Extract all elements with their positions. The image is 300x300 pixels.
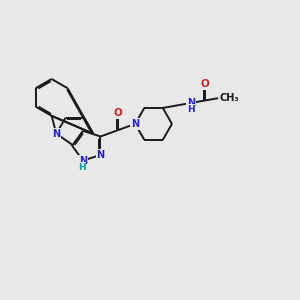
Text: N: N	[96, 150, 105, 160]
Text: N: N	[52, 129, 60, 139]
Text: N: N	[131, 119, 139, 129]
Text: N: N	[79, 156, 87, 166]
Text: O: O	[200, 79, 209, 89]
Text: N: N	[187, 98, 195, 108]
Text: H: H	[78, 163, 85, 172]
Text: CH₃: CH₃	[220, 93, 239, 103]
Text: H: H	[187, 105, 195, 114]
Text: O: O	[113, 108, 122, 118]
